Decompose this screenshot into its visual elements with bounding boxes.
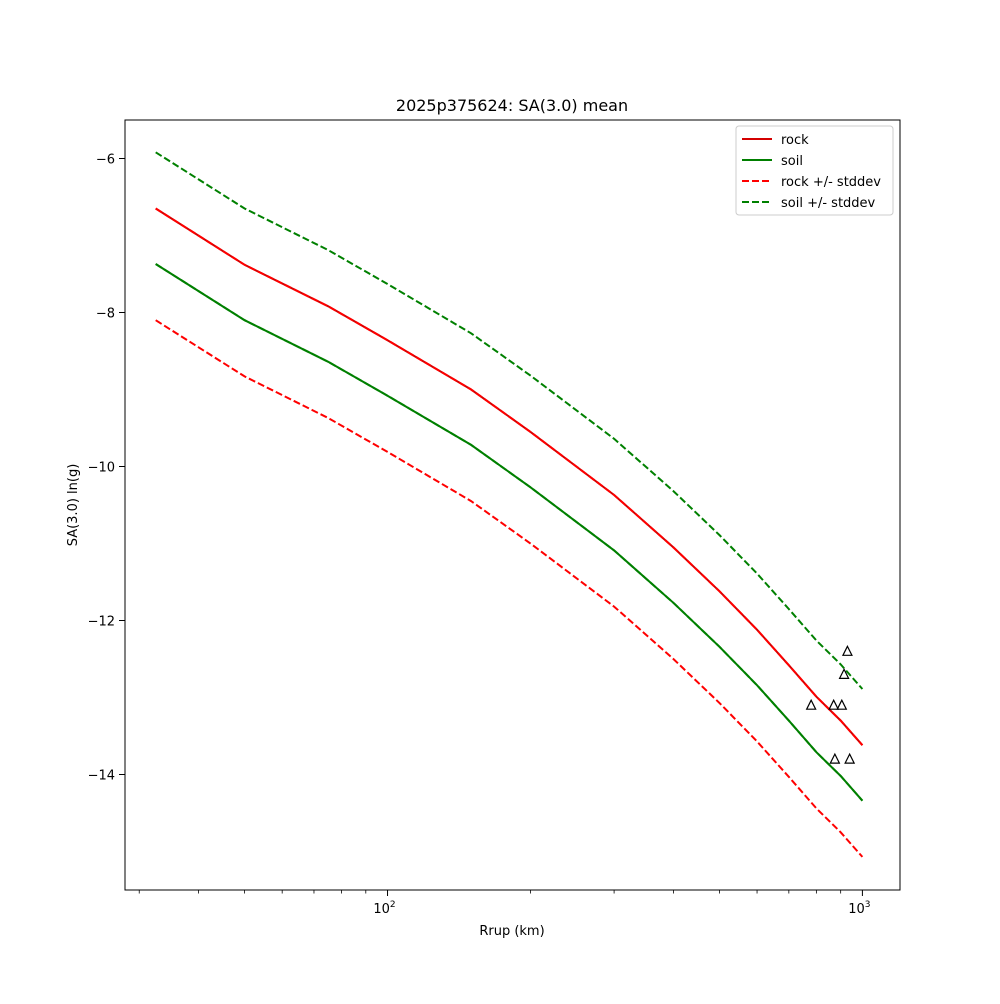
observation-markers <box>805 644 856 764</box>
y-tick-label-4: −8 <box>96 307 115 322</box>
observation-marker-2 <box>828 698 840 710</box>
y-tick-label-1: −14 <box>88 769 115 784</box>
legend-box <box>735 125 894 216</box>
curves-layer <box>155 151 864 858</box>
legend-label-4: soil +/- stddev <box>781 196 876 211</box>
x-axis-label: Rrup (km) <box>479 924 544 939</box>
observation-marker-4 <box>838 668 850 680</box>
y-axis-label: SA(3.0) ln(g) <box>66 464 81 547</box>
observation-marker-3 <box>836 698 848 710</box>
x-tick-label-2: 103 <box>848 900 870 917</box>
plot-frame <box>124 119 901 891</box>
chart-title: 2025p375624: SA(3.0) mean <box>396 96 628 115</box>
series-line-5 <box>155 151 864 690</box>
y-tick-label-5: −6 <box>96 153 115 168</box>
x-axis: 102 103 <box>138 890 871 917</box>
y-axis: −14 −12 −10 −8 −6 <box>88 153 125 784</box>
legend: rock soil rock +/- stddev soil +/- stddev <box>735 125 894 216</box>
x-tick-label-1: 102 <box>373 900 395 917</box>
legend-label-2: soil <box>781 154 803 169</box>
series-line-4 <box>155 207 864 746</box>
series-line-3 <box>155 319 864 858</box>
y-tick-label-2: −12 <box>88 615 115 630</box>
observation-marker-7 <box>844 752 856 764</box>
observation-marker-6 <box>829 752 841 764</box>
legend-label-3: rock +/- stddev <box>781 175 881 190</box>
observation-marker-1 <box>805 698 817 710</box>
y-tick-label-3: −10 <box>88 461 115 476</box>
series-line-6 <box>155 263 864 802</box>
series-line-1 <box>155 207 864 746</box>
legend-label-1: rock <box>781 133 809 148</box>
series-line-2 <box>155 263 864 802</box>
observation-marker-5 <box>841 644 853 656</box>
